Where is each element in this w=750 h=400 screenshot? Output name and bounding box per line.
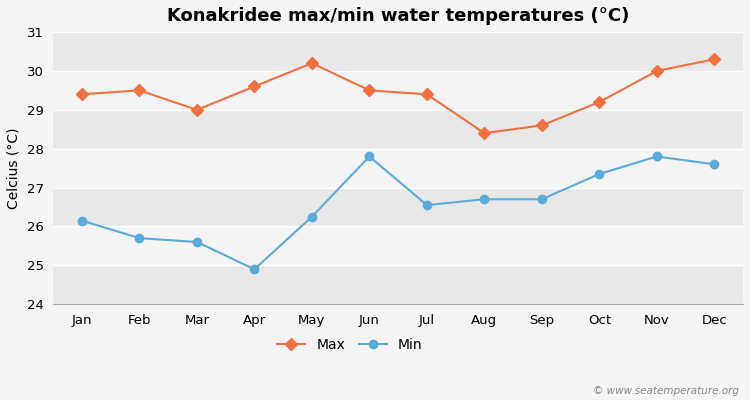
Max bbox=[710, 57, 718, 62]
Min bbox=[537, 197, 546, 202]
Min bbox=[595, 172, 604, 176]
Min bbox=[652, 154, 662, 159]
Max bbox=[480, 131, 489, 136]
Max bbox=[193, 108, 202, 112]
Bar bbox=[53, 32, 743, 71]
Bar bbox=[53, 265, 743, 304]
Bar bbox=[53, 226, 743, 265]
Max bbox=[595, 100, 604, 104]
Max bbox=[250, 84, 259, 89]
Min bbox=[710, 162, 718, 167]
Bar bbox=[53, 188, 743, 226]
Bar bbox=[53, 71, 743, 110]
Max bbox=[77, 92, 86, 97]
Min bbox=[422, 203, 431, 208]
Legend: Max, Min: Max, Min bbox=[272, 332, 428, 357]
Min bbox=[308, 214, 316, 219]
Text: © www.seatemperature.org: © www.seatemperature.org bbox=[592, 386, 739, 396]
Line: Max: Max bbox=[78, 55, 718, 137]
Max bbox=[537, 123, 546, 128]
Max bbox=[422, 92, 431, 97]
Min bbox=[250, 267, 259, 272]
Max bbox=[135, 88, 144, 93]
Line: Min: Min bbox=[78, 152, 718, 274]
Title: Konakridee max/min water temperatures (°C): Konakridee max/min water temperatures (°… bbox=[167, 7, 629, 25]
Y-axis label: Celcius (°C): Celcius (°C) bbox=[7, 127, 21, 209]
Max bbox=[652, 68, 662, 73]
Bar bbox=[53, 149, 743, 188]
Min bbox=[193, 240, 202, 244]
Min bbox=[480, 197, 489, 202]
Max bbox=[308, 61, 316, 66]
Min bbox=[365, 154, 374, 159]
Min bbox=[135, 236, 144, 240]
Bar bbox=[53, 110, 743, 149]
Min bbox=[77, 218, 86, 223]
Max bbox=[365, 88, 374, 93]
